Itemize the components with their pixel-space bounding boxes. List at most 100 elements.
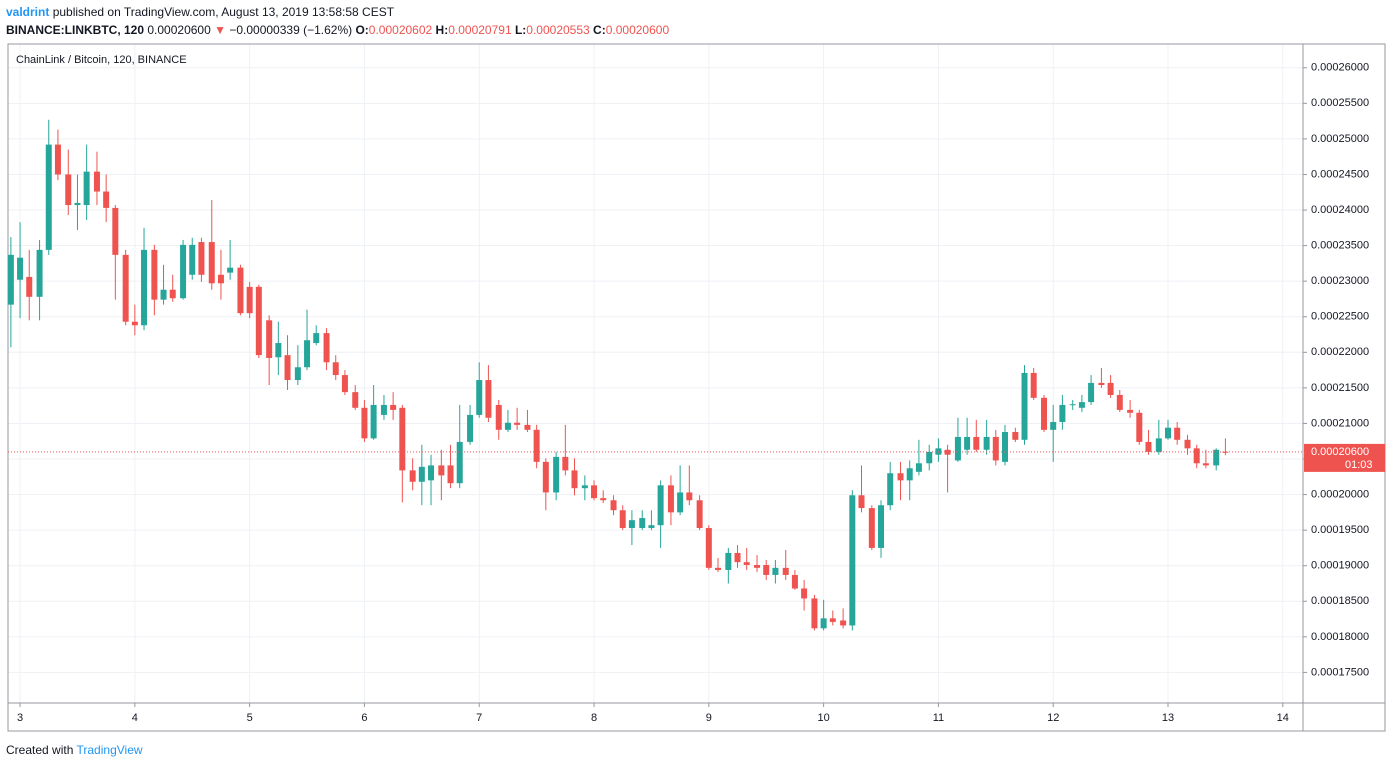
candle-body (1078, 402, 1085, 408)
frame (7, 43, 1386, 732)
candle-body (476, 380, 483, 415)
candle-body (275, 343, 282, 358)
candle-body (65, 174, 72, 206)
candle-body (304, 340, 311, 368)
x-tick-label: 11 (933, 712, 944, 724)
candle-body (1012, 431, 1019, 440)
candle-body (915, 463, 922, 472)
candle-body (639, 518, 646, 529)
x-tick-label: 6 (361, 712, 367, 724)
y-tick-label: 0.00024000 (1311, 204, 1369, 216)
countdown: 01:03 (1345, 459, 1373, 471)
candle-body (93, 171, 100, 192)
candle-body (887, 473, 894, 506)
candle-body (255, 286, 262, 356)
symbol: BINANCE:LINKBTC, 120 (6, 23, 145, 37)
candle-body (208, 242, 215, 284)
candle-body (992, 436, 999, 461)
candle-body (1030, 372, 1037, 398)
candle-body (380, 404, 387, 415)
c-label: C: (593, 23, 606, 37)
candle-body (467, 414, 474, 442)
candle-body (160, 289, 167, 300)
candle-body (1155, 438, 1162, 452)
candle-body (610, 500, 617, 511)
last: 0.00020600 (147, 23, 211, 37)
y-tick-label: 0.00023000 (1311, 275, 1369, 287)
candle-body (648, 525, 655, 529)
candle-body (227, 267, 234, 273)
candle-body (1098, 382, 1105, 386)
candle-body (571, 470, 578, 489)
candle-body (151, 249, 158, 300)
x-tick-label: 13 (1162, 712, 1174, 724)
candle-body (456, 441, 463, 484)
candle-body (686, 492, 693, 501)
symbol-line: BINANCE:LINKBTC, 120 0.00020600 ▼ −0.000… (6, 23, 669, 37)
candle-body (323, 333, 330, 363)
candle-body (504, 422, 511, 430)
author[interactable]: valdrint (6, 5, 50, 19)
candle-body (772, 567, 779, 575)
candle-body (83, 171, 90, 206)
candle-body (533, 429, 540, 462)
candle-body (667, 485, 674, 513)
brand[interactable]: TradingView (76, 743, 143, 757)
y-tick-label: 0.00022000 (1311, 346, 1369, 358)
x-tick-label: 14 (1277, 712, 1289, 724)
l-value: 0.00020553 (526, 23, 590, 37)
last-price-label: 0.00020600 (1311, 446, 1369, 458)
candle-body (715, 567, 722, 570)
candle-body (657, 485, 664, 526)
down-arrow: ▼ (214, 23, 226, 37)
candle-body (26, 276, 33, 297)
candle-body (754, 564, 761, 568)
y-tick-label: 0.00017500 (1311, 666, 1369, 678)
candle-body (705, 528, 712, 568)
created: Created with (6, 743, 74, 757)
y-tick-label: 0.00018500 (1311, 595, 1369, 607)
candle-body (1088, 382, 1095, 403)
candle-body (897, 473, 904, 481)
y-tick-label: 0.00018000 (1311, 631, 1369, 643)
y-tick-label: 0.00023500 (1311, 240, 1369, 252)
candle-body (1222, 451, 1229, 453)
x-tick-label: 8 (591, 712, 597, 724)
candle-body (677, 492, 684, 513)
x-tick-label: 12 (1047, 712, 1059, 724)
x-tick-label: 4 (132, 712, 138, 724)
candle-body (1059, 404, 1066, 423)
candle-body (409, 470, 416, 482)
candle-body (926, 451, 933, 464)
y-tick-label: 0.00019500 (1311, 524, 1369, 536)
candle-body (1069, 404, 1076, 406)
candle-body (542, 461, 549, 493)
candle-body (332, 362, 339, 376)
candle-body (74, 202, 81, 206)
candle-body (294, 367, 301, 381)
candle-body (591, 485, 598, 499)
candle-body (370, 404, 377, 439)
candle-body (906, 468, 913, 481)
candle-body (734, 552, 741, 563)
candle-body (801, 588, 808, 599)
candle-body (581, 485, 588, 489)
candle-body (600, 498, 607, 501)
y-tick-label: 0.00024500 (1311, 168, 1369, 180)
candle-body (45, 144, 52, 250)
candle-body (553, 456, 560, 493)
candle-body (1136, 412, 1143, 442)
candle-body (811, 598, 818, 629)
candle-body (878, 505, 885, 548)
candle-body (485, 380, 492, 418)
candle-body (743, 562, 750, 565)
candle-body (696, 500, 703, 529)
candle-body (1184, 439, 1191, 449)
candle-body (820, 618, 827, 629)
y-tick-label: 0.00020000 (1311, 488, 1369, 500)
candle-body (840, 620, 847, 626)
candle-body (1174, 427, 1181, 440)
candle-body (1193, 448, 1200, 464)
candle-body (428, 465, 435, 481)
publish-line: valdrint published on TradingView.com, A… (6, 5, 394, 19)
